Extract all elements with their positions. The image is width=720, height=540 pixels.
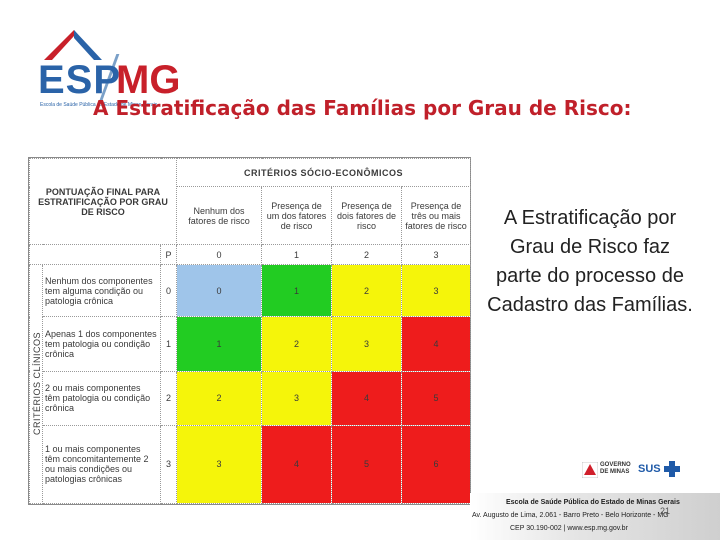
side-description: A Estratificação por Grau de Risco faz p… [487, 207, 693, 316]
risk-cell: 4 [331, 370, 403, 426]
socio-column-header: Presença de um dos fatores de risco [261, 186, 333, 246]
socio-column-header: Nenhum dos fatores de risco [176, 186, 263, 246]
socio-score: 1 [261, 244, 333, 266]
footer-contact: CEP 30.190-002 | www.esp.mg.gov.br [510, 525, 628, 532]
table-corner-label: PONTUAÇÃO FINAL PARA ESTRATIFICAÇÃO POR … [28, 157, 178, 246]
risk-cell: 2 [261, 316, 333, 372]
sus-logo-text: SUS [638, 463, 661, 475]
risk-cell: 3 [176, 424, 263, 505]
logo-mg-text: MG [116, 58, 181, 102]
risk-cell: 4 [401, 316, 472, 372]
risk-cell: 2 [176, 370, 263, 426]
socio-score: 2 [331, 244, 403, 266]
p-label: P [159, 244, 178, 266]
clinical-header-cell: CRITÉRIOS CLÍNICOS [29, 264, 43, 504]
clinical-score: 1 [159, 316, 178, 372]
gov-logo-text: GOVERNO DE MINAS [600, 462, 631, 475]
footer-institution: Escola de Saúde Pública do Estado de Min… [506, 499, 680, 506]
socio-column-header: Presença de dois fatores de risco [331, 186, 403, 246]
risk-cell: 1 [261, 264, 333, 318]
clinical-row-label: 1 ou mais componentes têm concomitanteme… [42, 424, 161, 505]
slide-title: A Estratificação das Famílias por Grau d… [93, 96, 632, 120]
footer-band: Escola de Saúde Pública do Estado de Min… [470, 493, 720, 540]
risk-cell: 0 [176, 264, 263, 318]
logo-subtitle: Escola de Saúde Pública do Estado de Min… [40, 102, 158, 108]
page-number: 21 [660, 506, 671, 516]
risk-cell: 3 [261, 370, 333, 426]
socio-score: 0 [176, 244, 263, 266]
footer-address: Av. Augusto de Lima, 2.061 - Barro Preto… [472, 512, 669, 519]
risk-cell: 4 [261, 424, 333, 505]
clinical-row-label: 2 ou mais componentes têm patologia ou c… [42, 370, 161, 426]
sus-logo: SUS [638, 457, 682, 487]
clinical-row-label: Apenas 1 dos componentes tem patologia o… [42, 316, 161, 372]
risk-stratification-table: PONTUAÇÃO FINAL PARA ESTRATIFICAÇÃO POR … [28, 157, 472, 505]
clinical-row-label: Nenhum dos componentes tem alguma condiç… [42, 264, 161, 318]
minas-flag-icon [582, 462, 598, 478]
footer: GOVERNO DE MINAS SUS Escola de Saúde Púb… [470, 455, 720, 540]
clinical-score: 2 [159, 370, 178, 426]
governo-de-minas-logo: GOVERNO DE MINAS [582, 458, 631, 488]
esp-mg-logo: ESP MG Escola de Saúde Pública do Estado… [30, 18, 180, 108]
logo-roof-icon [44, 30, 102, 60]
socio-score: 3 [401, 244, 472, 266]
risk-cell: 3 [401, 264, 472, 318]
clinical-score: 0 [159, 264, 178, 318]
risk-cell: 6 [401, 424, 472, 505]
risk-cell: 1 [176, 316, 263, 372]
clinical-header: CRITÉRIOS CLÍNICOS [32, 331, 42, 435]
logo-esp-text: ESP [38, 58, 122, 102]
risk-cell: 2 [331, 264, 403, 318]
risk-cell: 5 [401, 370, 472, 426]
clinical-score: 3 [159, 424, 178, 505]
risk-cell: 3 [331, 316, 403, 372]
socio-column-header: Presença de três ou mais fatores de risc… [401, 186, 472, 246]
risk-cell: 5 [331, 424, 403, 505]
empty-cell [29, 244, 161, 266]
socio-economic-header: CRITÉRIOS SÓCIO-ECONÔMICOS [176, 157, 472, 188]
health-cross-icon [664, 461, 680, 477]
